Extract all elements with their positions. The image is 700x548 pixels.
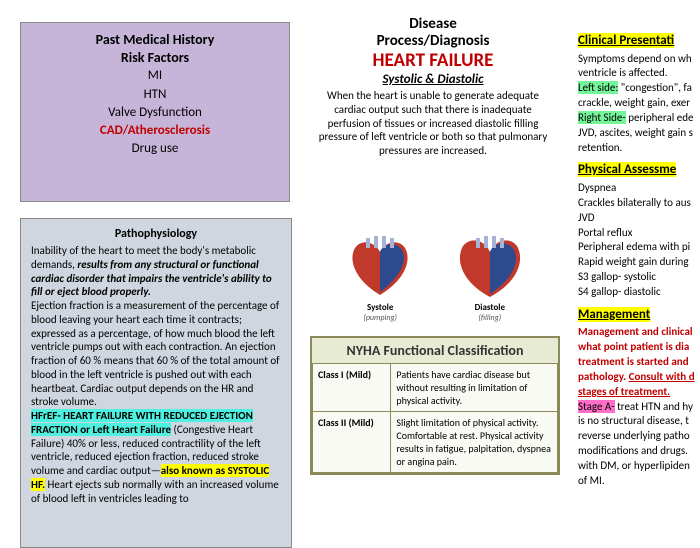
pmh-l3: Valve Dysfunction <box>31 104 279 122</box>
patho-hdr: Pathophysiology <box>31 227 281 242</box>
pmh-h2: Risk Factors <box>31 49 279 67</box>
nyha-r2b: Slight limitation of physical activity. … <box>391 412 558 473</box>
mg-l1: Management and clinical <box>578 325 700 340</box>
pa-l4: Portal reflux <box>578 226 700 241</box>
table-row: Class II (Mild)Slight limitation of phys… <box>313 412 558 473</box>
mg-l7: is no structural disease, t <box>578 414 700 429</box>
dx-t1a: Disease <box>318 16 548 33</box>
nyha-r2a: Class II (Mild) <box>313 412 391 473</box>
pmh-l4: CAD/Atherosclerosis <box>31 122 279 140</box>
mg-l6: Stage A- treat HTN and hy <box>578 400 700 415</box>
dx-t3: Systolic & Diastolic <box>318 72 548 87</box>
pmh-h1: Past Medical History <box>31 31 279 49</box>
mg-l9: modifications and drugs. <box>578 444 700 459</box>
pa-l6: Rapid weight gain during <box>578 255 700 270</box>
mg-l10: with DM, or hyperlipiden <box>578 459 700 474</box>
cp-l3: Left side: "congestion", fa <box>578 81 700 96</box>
mg-l11: of MI. <box>578 474 700 489</box>
pa-l3: JVD <box>578 211 700 226</box>
patho-p3b: Heart ejects sub normally with an increa… <box>31 478 279 505</box>
nyha-box: NYHA Functional Classification Class I (… <box>310 336 560 475</box>
mg-l8: reverse underlying patho <box>578 429 700 444</box>
mg-l4: pathology. Consult with d <box>578 370 700 385</box>
diagnosis-box: Disease Process/Diagnosis HEART FAILURE … <box>308 8 558 166</box>
pmh-l5: Drug use <box>31 140 279 158</box>
pa-l7: S3 gallop- systolic <box>578 270 700 285</box>
heart-icon <box>450 230 530 300</box>
pmh-l1: MI <box>31 67 279 85</box>
pa-l5: Peripheral edema with pi <box>578 240 700 255</box>
systole-cap2: (pumping) <box>335 313 425 323</box>
cp-l1: Symptoms depend on wh <box>578 52 700 67</box>
dx-t1b: Process/Diagnosis <box>318 33 548 50</box>
patho-p2: Ejection fraction is a measurement of th… <box>31 299 281 409</box>
mg-h: Management <box>578 306 700 324</box>
nyha-table: Class I (Mild)Patients have cardiac dise… <box>312 363 558 473</box>
systole-cap1: Systole <box>335 302 425 313</box>
dx-body: When the heart is unable to generate ade… <box>318 89 548 158</box>
pmh-box: Past Medical History Risk Factors MI HTN… <box>20 22 290 202</box>
table-row: Class I (Mild)Patients have cardiac dise… <box>313 364 558 412</box>
mg-l3: treatment is started and <box>578 355 700 370</box>
cp-l2: ventricle is affected. <box>578 66 700 81</box>
cp-l4: crackle, weight gain, exer <box>578 96 700 111</box>
nyha-r1b: Patients have cardiac disease but withou… <box>391 364 558 412</box>
cp-l6: JVD, ascites, weight gain s <box>578 126 700 141</box>
pa-l1: Dyspnea <box>578 181 700 196</box>
heart-diastole: Diastole (filling) <box>445 230 535 323</box>
pa-h: Physical Assessme <box>578 161 700 179</box>
right-column: Clinical Presentati Symptoms depend on w… <box>578 26 700 489</box>
cp-l5: Right Side- peripheral ede <box>578 111 700 126</box>
pmh-l2: HTN <box>31 86 279 104</box>
cp-l7: retention. <box>578 141 700 156</box>
diastole-cap1: Diastole <box>445 302 535 313</box>
mg-l5: stages of treatment. <box>578 385 700 400</box>
pa-l2: Crackles bilaterally to aus <box>578 196 700 211</box>
heart-icon <box>340 230 420 300</box>
pa-l8: S4 gallop- diastolic <box>578 285 700 300</box>
mg-l2: what point patient is dia <box>578 340 700 355</box>
nyha-title: NYHA Functional Classification <box>312 338 558 363</box>
hearts-row: Systole (pumping) Diastole (filling) <box>315 230 555 330</box>
patho-box: Pathophysiology Inability of the heart t… <box>20 218 292 548</box>
nyha-r1a: Class I (Mild) <box>313 364 391 412</box>
heart-systole: Systole (pumping) <box>335 230 425 323</box>
diastole-cap2: (filling) <box>445 313 535 323</box>
cp-h: Clinical Presentati <box>578 32 700 50</box>
dx-t2: HEART FAILURE <box>318 49 548 72</box>
